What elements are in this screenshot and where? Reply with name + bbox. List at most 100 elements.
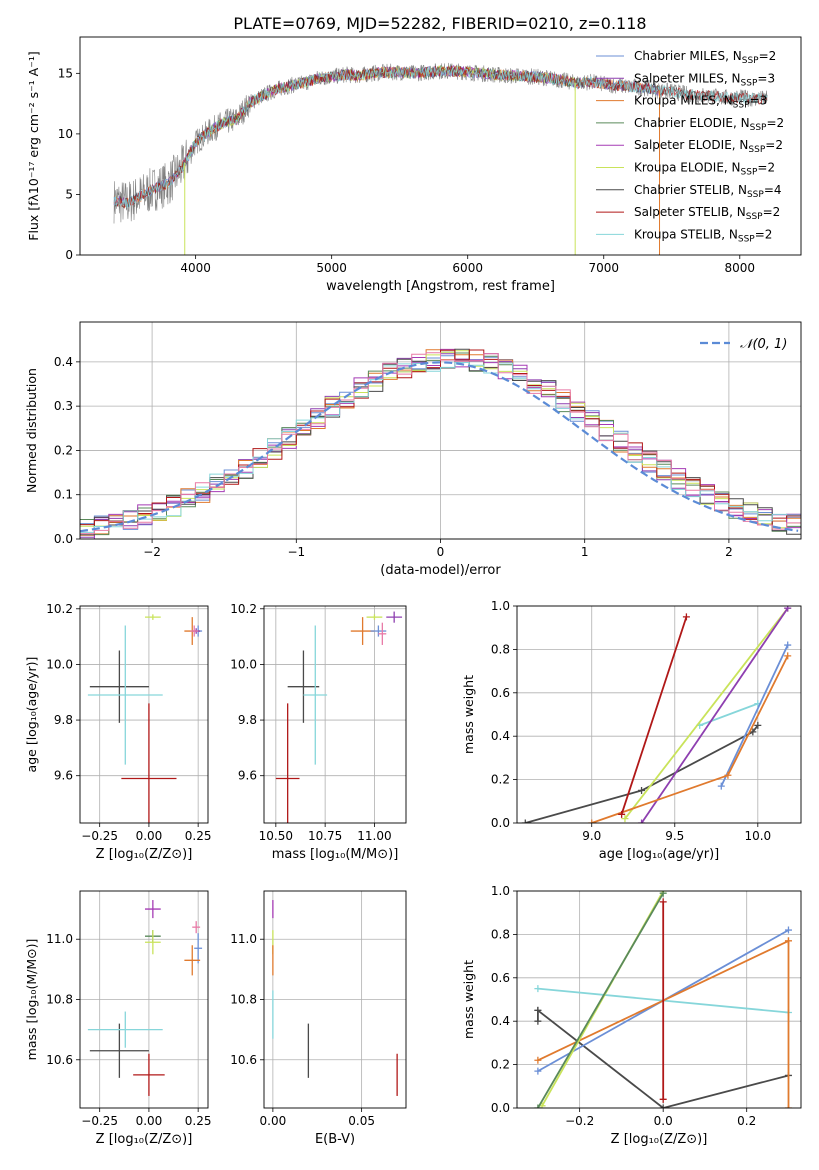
series-marker-chabrier_stelib: [638, 786, 646, 794]
y-axis-label: Flux [fλ10⁻¹⁷ erg cm⁻² s⁻¹ A⁻¹]: [26, 51, 41, 240]
series-marker-chabrier_stelib: [754, 721, 762, 729]
y-tick-label: 10.8: [230, 993, 257, 1007]
axes-frame: [79, 321, 802, 540]
axes-frame: [263, 890, 407, 1109]
legend-entry: Kroupa ELODIE, NSSP=2: [634, 161, 775, 178]
x-tick-label: 0.25: [185, 1114, 212, 1128]
x-tick-label: −2: [143, 545, 161, 559]
x-axis-label: (data-model)/error: [380, 563, 501, 578]
y-tick-label: 0.6: [491, 971, 510, 985]
panel-age-vs-Z: −0.25 0.00 0.25 9.6 9.8 10.0 10.2 Z [log₁₀(Z/Z⊙…: [24, 602, 212, 862]
y-tick-label: 5: [65, 187, 73, 201]
series-line-kroupa_miles: [591, 655, 789, 823]
y-axis-label: mass weight: [461, 960, 476, 1039]
x-tick-label: 5000: [316, 261, 347, 275]
y-tick-label: 0.4: [491, 1014, 510, 1028]
x-tick-label: 1: [581, 545, 589, 559]
lines-body: [534, 891, 792, 1108]
y-tick-label: 0.2: [54, 443, 73, 457]
y-tick-label: 9.6: [238, 769, 257, 783]
y-tick-label: 0.2: [491, 1058, 510, 1072]
axes-frame: [516, 605, 802, 824]
legend-entry: Salpeter STELIB, NSSP=2: [634, 205, 780, 222]
series-marker-salpeter_stelib: [682, 613, 690, 621]
y-axis-label: mass weight: [461, 675, 476, 754]
series-marker-kroupa_miles: [534, 1056, 542, 1064]
y-tick-label: 0.8: [491, 927, 510, 941]
series-marker-kroupa_miles: [784, 1104, 792, 1108]
y-tick-label: 1.0: [491, 599, 510, 613]
series-marker-salpeter_miles: [638, 819, 646, 823]
series-marker-kroupa_miles: [784, 937, 792, 945]
axes-frame: [79, 605, 209, 824]
x-axis-label: mass [log₁₀(M/M⊙)]: [272, 847, 399, 862]
points-body: [272, 900, 398, 1096]
y-tick-label: 10.2: [46, 602, 73, 616]
panel-age-vs-mass: 10.50 10.75 11.00 9.6 9.8 10.0 10.2 mass [log₁₀…: [230, 602, 407, 862]
points-body: [87, 614, 203, 823]
points-body: [275, 611, 403, 823]
gaussian-curve: [80, 361, 799, 533]
x-axis-label: age [log₁₀(age/yr)]: [599, 847, 720, 862]
x-tick-label: −0.25: [81, 1114, 118, 1128]
legend-entry: 𝒩(0, 1): [740, 337, 787, 352]
series-line-salpeter_stelib: [620, 616, 688, 815]
x-axis-label: Z [log₁₀(Z/Z⊙)]: [96, 1132, 193, 1147]
x-tick-label: 0.00: [136, 829, 163, 843]
series-marker-kroupa_stelib: [534, 985, 542, 993]
x-tick-label: 0.05: [348, 1114, 375, 1128]
series-line-salpeter_miles: [640, 607, 789, 823]
panel-mass-vs-Z: −0.25 0.00 0.25 10.6 10.8 11.0 Z [log₁₀(Z/Z⊙)]…: [24, 890, 212, 1147]
x-axis-label: wavelength [Angstrom, rest frame]: [326, 279, 555, 294]
legend-entry: Kroupa STELIB, NSSP=2: [634, 227, 772, 244]
series-marker-salpeter_stelib: [659, 1095, 667, 1103]
y-tick-label: 0.4: [54, 355, 73, 369]
y-tick-label: 10.0: [230, 657, 257, 671]
y-tick-label: 9.8: [54, 713, 73, 727]
x-tick-label: 0: [437, 545, 445, 559]
x-tick-label: 7000: [588, 261, 619, 275]
y-tick-label: 0.1: [54, 488, 73, 502]
y-tick-label: 15: [58, 66, 73, 80]
y-tick-label: 10.6: [46, 1053, 73, 1067]
y-tick-label: 9.6: [54, 769, 73, 783]
panel-residual-histogram: −2 −1 0 1 2 0.0 0.1 0.2 0.3 0.4 (data-model)/error…: [24, 321, 802, 578]
series-line-kroupa_elodie: [624, 607, 789, 820]
series-marker-chabrier_stelib: [659, 1104, 667, 1108]
series-marker-kroupa_miles: [784, 652, 792, 660]
axes-frame: [79, 890, 209, 1109]
y-tick-label: 10.2: [230, 602, 257, 616]
x-axis-label: E(B-V): [315, 1132, 355, 1147]
legend-entry: Kroupa MILES, NSSP=3: [634, 94, 767, 111]
x-tick-label: 9.0: [582, 829, 601, 843]
series-line-chabrier_elodie: [537, 892, 664, 1108]
series-line-chabrier_stelib: [537, 1009, 789, 1108]
x-tick-label: 0.25: [185, 829, 212, 843]
series-marker-chabrier_elodie: [534, 1104, 542, 1108]
y-tick-label: 10: [58, 127, 73, 141]
series-line-chabrier_stelib: [525, 724, 759, 823]
points-body: [87, 900, 203, 1096]
panel-spectrum: 4000 5000 6000 7000 8000 0 5 10 15 wavelength [An…: [26, 36, 802, 294]
histogram-pink: [80, 352, 801, 535]
y-tick-label: 1.0: [491, 884, 510, 898]
lines-body: [521, 606, 792, 823]
series-line-kroupa_stelib: [699, 702, 759, 727]
series-marker-chabrier_stelib: [534, 1006, 542, 1014]
figure-title: PLATE=0769, MJD=52282, FIBERID=0210, z=0…: [233, 14, 646, 33]
series-marker-kroupa_elodie: [621, 815, 629, 823]
axes-frame: [516, 890, 802, 1109]
series-marker-chabrier_stelib: [521, 819, 529, 823]
model-spectrum-kroupa_stelib: [113, 66, 768, 209]
x-tick-label: 0.00: [260, 1114, 287, 1128]
x-tick-label: 0.00: [136, 1114, 163, 1128]
legend-entry: Chabrier STELIB, NSSP=4: [634, 183, 782, 200]
series-marker-chabrier_miles: [717, 782, 725, 790]
legend-entry: Salpeter MILES, NSSP=3: [634, 71, 775, 88]
x-tick-label: 10.75: [308, 829, 342, 843]
series-marker-salpeter_miles: [784, 606, 792, 612]
y-tick-label: 10.6: [230, 1053, 257, 1067]
y-tick-label: 0.0: [491, 1101, 510, 1115]
x-tick-label: 4000: [180, 261, 211, 275]
